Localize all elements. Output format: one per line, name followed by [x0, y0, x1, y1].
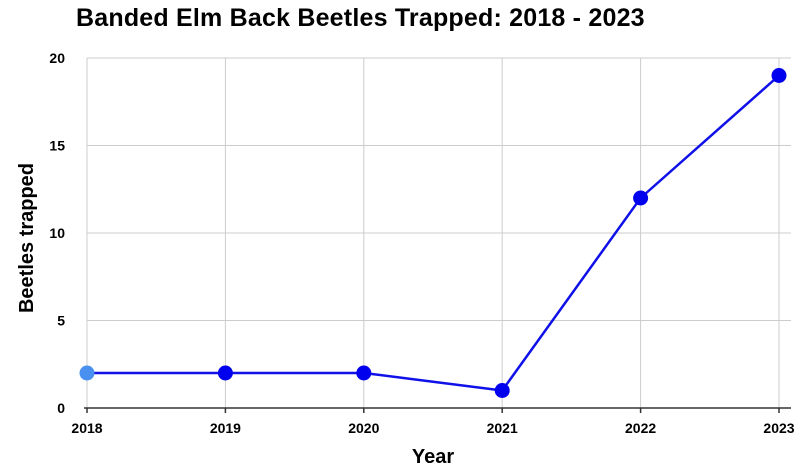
- data-point: [494, 383, 510, 398]
- y-tick-label: 20: [49, 50, 65, 66]
- x-tick-label: 2019: [210, 420, 241, 436]
- x-tick-label: 2018: [71, 420, 102, 436]
- y-tick-label: 5: [57, 313, 65, 329]
- data-point: [217, 365, 233, 381]
- y-axis-label: Beetles trapped: [16, 163, 38, 313]
- x-tick-label: 2023: [763, 420, 794, 436]
- y-tick-label: 15: [49, 138, 65, 154]
- x-tick-label: 2021: [487, 420, 518, 436]
- y-tick-label: 10: [49, 225, 65, 241]
- series-line: [87, 74, 780, 392]
- x-tick-label: 2020: [348, 420, 379, 436]
- data-point: [771, 68, 787, 83]
- x-tick-label: 2022: [625, 420, 656, 436]
- chart-title: Banded Elm Back Beetles Trapped: 2018 - …: [76, 4, 645, 32]
- data-point: [633, 190, 649, 206]
- data-point: [356, 365, 372, 381]
- x-axis-label: Year: [412, 446, 454, 468]
- data-point: [79, 365, 95, 381]
- y-tick-label: 0: [57, 400, 65, 416]
